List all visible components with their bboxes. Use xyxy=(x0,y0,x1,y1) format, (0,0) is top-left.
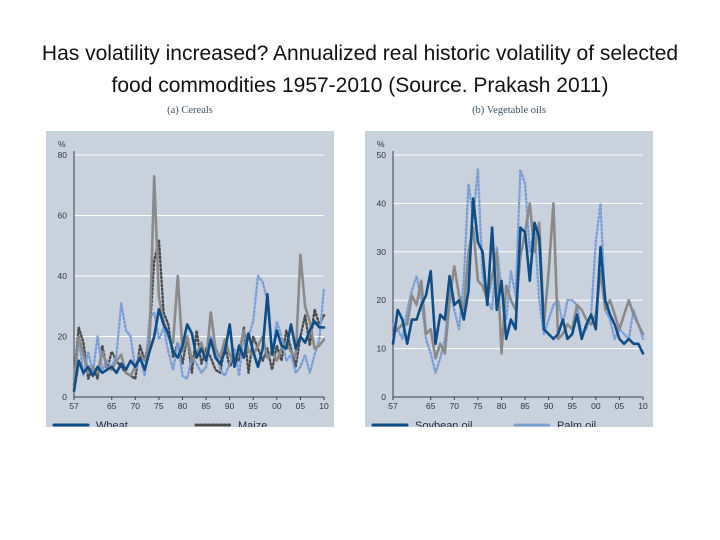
y-tick-label: 10 xyxy=(377,344,387,354)
y-tick-label: 50 xyxy=(377,150,387,160)
plot-background xyxy=(46,131,334,427)
cereals-panel: (a) Cereals % 0 20 40 60 80 57 65 70 75 80 85 90 95 00… xyxy=(46,105,334,427)
x-tick-label: 10 xyxy=(319,401,329,411)
x-tick-label: 75 xyxy=(473,401,483,411)
y-tick-label: 60 xyxy=(58,211,68,221)
x-tick-label: 70 xyxy=(450,401,460,411)
y-tick-label: 80 xyxy=(58,150,68,160)
y-tick-label: 40 xyxy=(58,271,68,281)
x-tick-label: 85 xyxy=(201,401,211,411)
x-tick-label: 90 xyxy=(225,401,235,411)
y-tick-label: 30 xyxy=(377,247,387,257)
x-tick-label: 05 xyxy=(615,401,625,411)
legend-label-maize: Maize xyxy=(238,420,267,427)
x-tick-label: 95 xyxy=(249,401,259,411)
x-tick-label: 00 xyxy=(272,401,282,411)
x-tick-label: 70 xyxy=(131,401,141,411)
series-line-soybean-oil xyxy=(391,197,645,355)
x-tick-label: 80 xyxy=(497,401,507,411)
vegetable-oils-panel: (b) Vegetable oils % 0 10 20 30 40 50 57 65 70 75 8… xyxy=(365,105,653,427)
x-tick-label: 80 xyxy=(178,401,188,411)
x-tick-label: 57 xyxy=(388,401,398,411)
y-tick-label: 20 xyxy=(58,332,68,342)
cereals-chart-title: (a) Cereals xyxy=(167,105,213,116)
series-line-rice xyxy=(72,274,326,381)
y-tick-label: 20 xyxy=(377,295,387,305)
vegetable-oils-chart: % 0 10 20 30 40 50 57 65 70 75 80 85 90 95 00 05 10 Soybea… xyxy=(365,131,653,427)
y-axis-unit-label: % xyxy=(58,139,66,149)
y-tick-label: 40 xyxy=(377,198,387,208)
series-line-palm-oil xyxy=(391,168,645,375)
x-tick-label: 95 xyxy=(568,401,578,411)
x-tick-label: 57 xyxy=(69,401,79,411)
vegetable-oils-chart-title: (b) Vegetable oils xyxy=(472,105,546,116)
x-tick-label: 65 xyxy=(107,401,117,411)
legend-label-palm-oil: Palm oil xyxy=(557,420,596,427)
y-axis-unit-label: % xyxy=(377,139,385,149)
legend-label-wheat: Wheat xyxy=(96,420,128,427)
x-tick-label: 85 xyxy=(520,401,530,411)
x-tick-label: 75 xyxy=(154,401,164,411)
y-tick-label: 0 xyxy=(381,392,386,402)
y-tick-label: 0 xyxy=(62,392,67,402)
x-tick-label: 65 xyxy=(426,401,436,411)
legend-label-soybean-oil: Soybean oil xyxy=(415,420,473,427)
cereals-chart: % 0 20 40 60 80 57 65 70 75 80 85 90 95 00 05 10 Wheat Mai… xyxy=(46,131,334,427)
x-tick-label: 00 xyxy=(591,401,601,411)
x-tick-label: 10 xyxy=(638,401,648,411)
x-tick-label: 05 xyxy=(296,401,306,411)
slide-title: Has volatility increased? Annualized rea… xyxy=(41,42,679,97)
series-line-wheat xyxy=(72,292,326,393)
x-tick-label: 90 xyxy=(544,401,554,411)
